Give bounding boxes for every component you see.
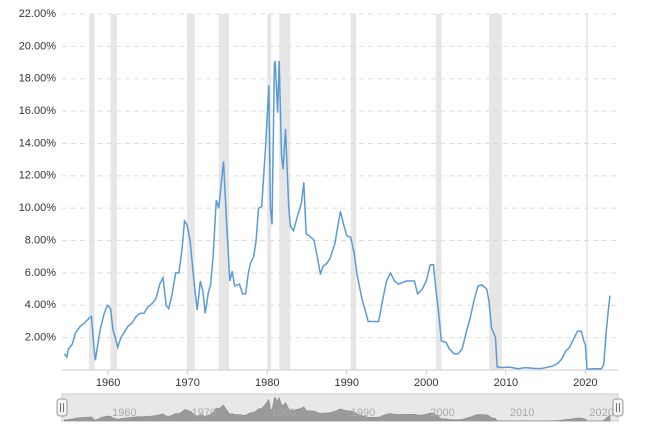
- recession-band: [586, 14, 588, 370]
- y-tick-label: 14.00%: [19, 137, 57, 149]
- navigator-area: [64, 396, 611, 422]
- x-tick-label: 1970: [175, 377, 199, 389]
- navigator-label: 2000: [430, 407, 454, 419]
- recession-band: [89, 14, 95, 370]
- navigator-label: 2020: [589, 407, 613, 419]
- y-tick-label: 8.00%: [25, 234, 56, 246]
- recession-band: [279, 14, 291, 370]
- recession-band: [267, 14, 272, 370]
- x-tick-label: 2020: [573, 377, 597, 389]
- y-tick-label: 2.00%: [25, 332, 56, 344]
- y-tick-label: 4.00%: [25, 299, 56, 311]
- recession-band: [186, 14, 195, 370]
- y-tick-label: 10.00%: [19, 202, 57, 214]
- y-tick-label: 18.00%: [19, 73, 57, 85]
- navigator-label: 2010: [510, 407, 534, 419]
- navigator-label: 1980: [271, 407, 295, 419]
- recession-band: [489, 14, 502, 370]
- navigator-handle[interactable]: [612, 398, 624, 417]
- recession-band: [435, 14, 442, 370]
- y-tick-label: 16.00%: [19, 105, 57, 117]
- recession-band: [218, 14, 230, 370]
- x-tick-label: 1980: [255, 377, 279, 389]
- navigator-label: 1960: [112, 407, 136, 419]
- y-tick-label: 12.00%: [19, 170, 57, 182]
- recession-band: [110, 14, 117, 370]
- rate-line: [63, 60, 611, 371]
- navigator-label: 1990: [351, 407, 375, 419]
- navigator-handle[interactable]: [56, 398, 68, 417]
- recession-band: [350, 14, 357, 370]
- y-tick-label: 20.00%: [19, 40, 57, 52]
- x-tick-label: 1990: [335, 377, 359, 389]
- y-tick-label: 22.00%: [19, 8, 57, 20]
- navigator-label: 1970: [192, 407, 216, 419]
- y-tick-label: 6.00%: [25, 267, 56, 279]
- x-tick-label: 2000: [414, 377, 438, 389]
- x-tick-label: 2010: [494, 377, 518, 389]
- x-tick-label: 1960: [96, 377, 120, 389]
